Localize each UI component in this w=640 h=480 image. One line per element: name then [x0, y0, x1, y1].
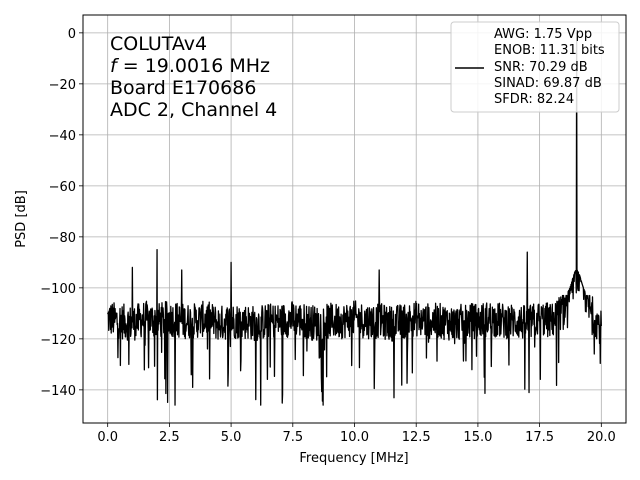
y-tick-label: −100	[40, 282, 76, 297]
annotation-block: COLUTAv4 f = 19.0016 MHz Board E170686 A…	[110, 33, 277, 121]
y-tick-label: −20	[49, 78, 76, 93]
series-layer	[107, 32, 602, 406]
psd-trace	[107, 32, 602, 406]
annotation-line-2: f = 19.0016 MHz	[110, 55, 270, 77]
y-tick-label: −40	[49, 129, 76, 144]
y-tick-label: −140	[40, 384, 76, 399]
x-axis-label: Frequency [MHz]	[299, 451, 408, 466]
y-tick-label: −80	[49, 231, 76, 246]
legend-line-2: ENOB: 11.31 bits	[494, 43, 605, 58]
y-axis-ticks: 0 −20 −40 −60 −80 −100 −120 −140	[40, 27, 83, 399]
legend-box	[450, 21, 620, 113]
annotation-line-3: Board E170686	[110, 77, 256, 99]
x-tick-label: 17.5	[525, 430, 554, 445]
x-tick-label: 15.0	[463, 430, 492, 445]
legend: AWG: 1.75 Vpp ENOB: 11.31 bits SNR: 70.2…	[450, 21, 620, 113]
x-tick-label: 20.0	[587, 430, 616, 445]
annotation-symbol-f: f	[110, 55, 120, 77]
x-tick-label: 5.0	[221, 430, 242, 445]
annotation-frequency: = 19.0016 MHz	[123, 55, 270, 77]
legend-line-3: SNR: 70.29 dB	[494, 60, 588, 75]
y-tick-label: −60	[49, 180, 76, 195]
x-tick-label: 12.5	[402, 430, 431, 445]
x-tick-label: 0.0	[97, 430, 118, 445]
legend-line-1: AWG: 1.75 Vpp	[494, 27, 592, 42]
annotation-line-1: COLUTAv4	[110, 33, 207, 55]
x-tick-label: 7.5	[282, 430, 303, 445]
x-tick-label: 2.5	[159, 430, 180, 445]
x-tick-label: 10.0	[340, 430, 369, 445]
annotation-line-4: ADC 2, Channel 4	[110, 99, 277, 121]
y-tick-label: −120	[40, 333, 76, 348]
y-tick-label: 0	[68, 27, 76, 42]
legend-line-5: SFDR: 82.24	[494, 92, 574, 107]
legend-line-4: SINAD: 69.87 dB	[494, 76, 602, 91]
y-axis-label: PSD [dB]	[14, 190, 29, 248]
x-axis-ticks: 0.0 2.5 5.0 7.5 10.0 12.5 15.0 17.5 20.0	[97, 423, 616, 445]
grid	[83, 15, 626, 423]
